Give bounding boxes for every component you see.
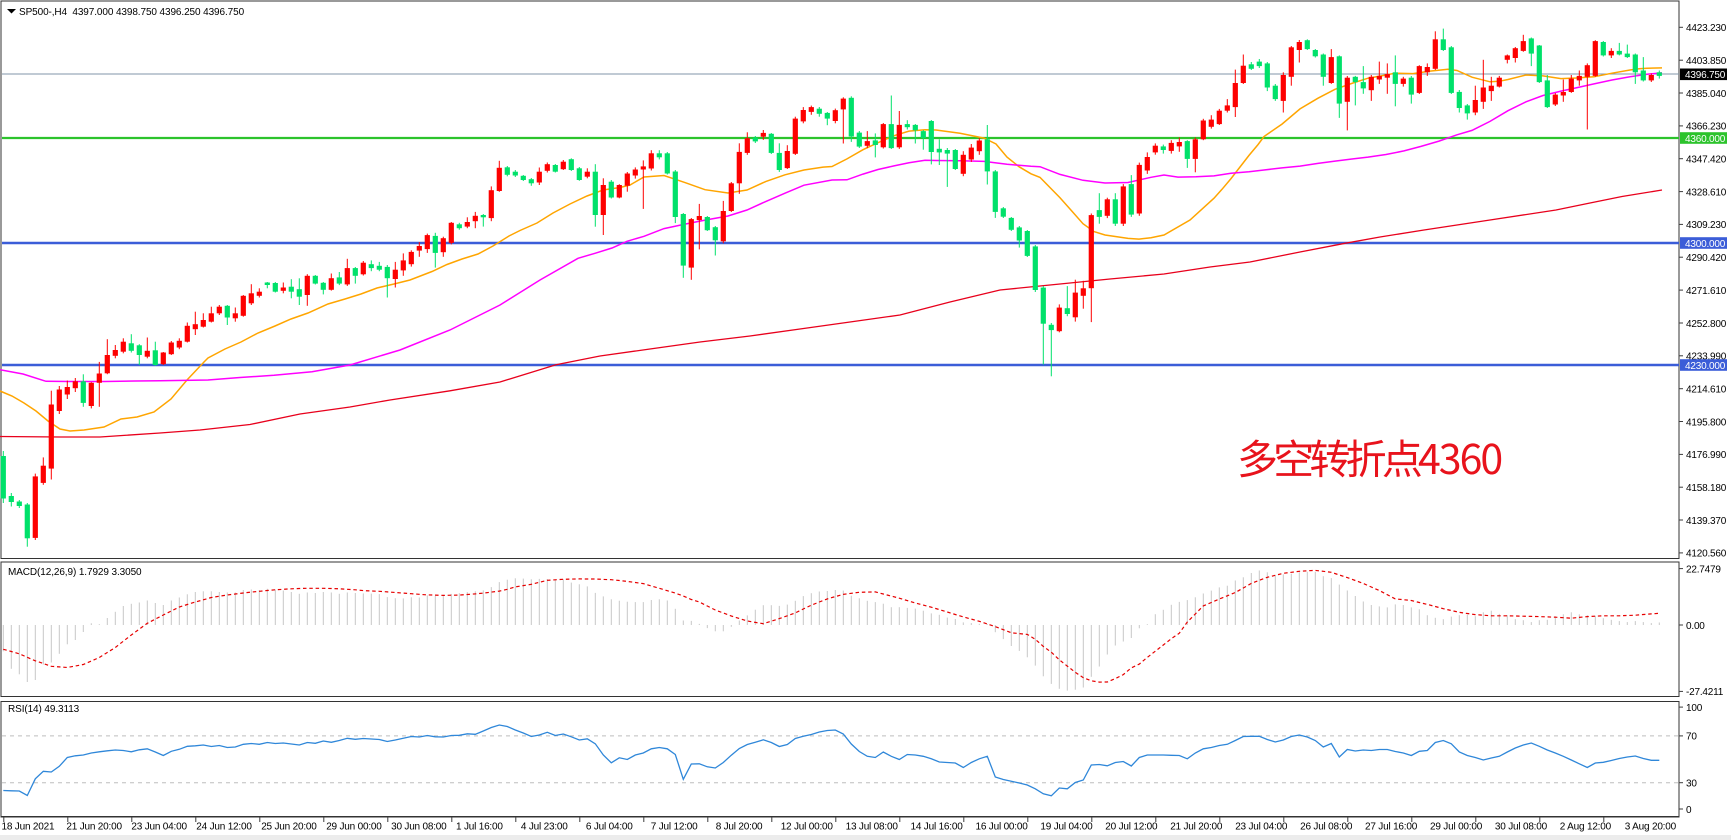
svg-text:4403.850: 4403.850 [1686, 56, 1727, 67]
svg-text:1 Jul 16:00: 1 Jul 16:00 [456, 822, 503, 833]
svg-text:22.7479: 22.7479 [1686, 564, 1721, 575]
svg-text:30 Jun 08:00: 30 Jun 08:00 [391, 822, 447, 833]
svg-text:4300.000: 4300.000 [1685, 239, 1726, 250]
svg-text:RSI(14) 49.3113: RSI(14) 49.3113 [8, 704, 80, 715]
svg-text:14 Jul 16:00: 14 Jul 16:00 [911, 822, 964, 833]
svg-text:4328.610: 4328.610 [1686, 187, 1727, 198]
svg-text:4423.230: 4423.230 [1686, 23, 1727, 34]
svg-text:0: 0 [1686, 805, 1692, 816]
svg-text:4139.370: 4139.370 [1686, 516, 1727, 527]
svg-text:25 Jun 20:00: 25 Jun 20:00 [261, 822, 317, 833]
svg-text:4366.230: 4366.230 [1686, 122, 1727, 133]
svg-text:MACD(12,26,9) 1.7929 3.3050: MACD(12,26,9) 1.7929 3.3050 [8, 567, 142, 578]
svg-text:18 Jun 2021: 18 Jun 2021 [2, 822, 55, 833]
svg-text:4309.230: 4309.230 [1686, 220, 1727, 231]
svg-text:4252.800: 4252.800 [1686, 319, 1727, 330]
svg-text:27 Jul 16:00: 27 Jul 16:00 [1365, 822, 1418, 833]
svg-text:12 Jul 00:00: 12 Jul 00:00 [781, 822, 834, 833]
svg-text:24 Jun 12:00: 24 Jun 12:00 [196, 822, 252, 833]
svg-text:29 Jul 00:00: 29 Jul 00:00 [1430, 822, 1483, 833]
svg-text:8 Jul 20:00: 8 Jul 20:00 [716, 822, 763, 833]
svg-text:100: 100 [1686, 703, 1703, 714]
svg-text:23 Jun 04:00: 23 Jun 04:00 [131, 822, 187, 833]
svg-text:4385.040: 4385.040 [1686, 89, 1727, 100]
svg-text:30: 30 [1686, 779, 1697, 790]
svg-text:13 Jul 08:00: 13 Jul 08:00 [846, 822, 899, 833]
svg-text:-27.4211: -27.4211 [1686, 687, 1724, 698]
svg-text:4120.560: 4120.560 [1686, 549, 1727, 560]
svg-text:7 Jul 12:00: 7 Jul 12:00 [651, 822, 698, 833]
svg-text:4195.800: 4195.800 [1686, 417, 1727, 428]
svg-text:19 Jul 04:00: 19 Jul 04:00 [1040, 822, 1093, 833]
svg-text:2 Aug 12:00: 2 Aug 12:00 [1560, 822, 1612, 833]
svg-text:21 Jun 20:00: 21 Jun 20:00 [66, 822, 122, 833]
svg-text:4396.750: 4396.750 [1685, 70, 1726, 81]
svg-text:26 Jul 08:00: 26 Jul 08:00 [1300, 822, 1353, 833]
svg-text:21 Jul 20:00: 21 Jul 20:00 [1170, 822, 1223, 833]
svg-text:4290.420: 4290.420 [1686, 253, 1727, 264]
svg-text:23 Jul 04:00: 23 Jul 04:00 [1235, 822, 1288, 833]
svg-text:70: 70 [1686, 732, 1697, 743]
svg-text:20 Jul 12:00: 20 Jul 12:00 [1105, 822, 1158, 833]
svg-text:4233.990: 4233.990 [1686, 352, 1727, 363]
svg-text:29 Jun 00:00: 29 Jun 00:00 [326, 822, 382, 833]
svg-text:4176.990: 4176.990 [1686, 450, 1727, 461]
svg-text:4230.000: 4230.000 [1685, 361, 1726, 372]
svg-text:4 Jul 23:00: 4 Jul 23:00 [521, 822, 568, 833]
svg-text:6 Jul 04:00: 6 Jul 04:00 [586, 822, 633, 833]
svg-text:4347.420: 4347.420 [1686, 155, 1727, 166]
svg-text:30 Jul 08:00: 30 Jul 08:00 [1495, 822, 1548, 833]
svg-text:4271.610: 4271.610 [1686, 286, 1727, 297]
svg-text:3 Aug 20:00: 3 Aug 20:00 [1625, 822, 1677, 833]
svg-text:0.00: 0.00 [1686, 621, 1705, 632]
svg-text:4214.610: 4214.610 [1686, 385, 1727, 396]
svg-text:16 Jul 00:00: 16 Jul 00:00 [976, 822, 1029, 833]
svg-text:4360.000: 4360.000 [1685, 134, 1726, 145]
svg-text:SP500-,H4 4397.000 4398.750 4: SP500-,H4 4397.000 4398.750 4396.250 439… [19, 7, 245, 18]
svg-text:4158.180: 4158.180 [1686, 483, 1727, 494]
